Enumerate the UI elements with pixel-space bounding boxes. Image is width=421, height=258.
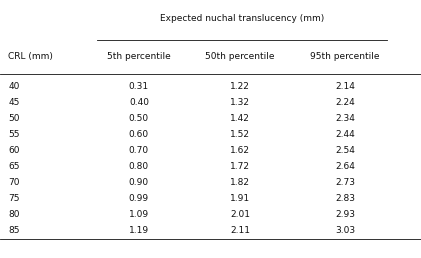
Text: 65: 65 xyxy=(8,162,20,171)
Text: 50th percentile: 50th percentile xyxy=(205,52,275,61)
Text: 1.32: 1.32 xyxy=(230,98,250,107)
Text: 2.93: 2.93 xyxy=(335,210,355,219)
Text: 0.40: 0.40 xyxy=(129,98,149,107)
Text: 3.03: 3.03 xyxy=(335,226,355,235)
Text: 70: 70 xyxy=(8,178,20,187)
Text: CRL (mm): CRL (mm) xyxy=(8,52,53,61)
Text: 95th percentile: 95th percentile xyxy=(310,52,380,61)
Text: 2.34: 2.34 xyxy=(335,114,355,123)
Text: 1.52: 1.52 xyxy=(230,130,250,139)
Text: 0.70: 0.70 xyxy=(129,146,149,155)
Text: 2.01: 2.01 xyxy=(230,210,250,219)
Text: 5th percentile: 5th percentile xyxy=(107,52,171,61)
Text: 55: 55 xyxy=(8,130,20,139)
Text: 2.73: 2.73 xyxy=(335,178,355,187)
Text: 2.24: 2.24 xyxy=(336,98,355,107)
Text: 2.83: 2.83 xyxy=(335,194,355,203)
Text: 45: 45 xyxy=(8,98,20,107)
Text: 0.80: 0.80 xyxy=(129,162,149,171)
Text: 0.60: 0.60 xyxy=(129,130,149,139)
Text: 1.19: 1.19 xyxy=(129,226,149,235)
Text: 2.64: 2.64 xyxy=(335,162,355,171)
Text: 1.82: 1.82 xyxy=(230,178,250,187)
Text: 50: 50 xyxy=(8,114,20,123)
Text: 60: 60 xyxy=(8,146,20,155)
Text: 0.90: 0.90 xyxy=(129,178,149,187)
Text: 1.09: 1.09 xyxy=(129,210,149,219)
Text: 1.62: 1.62 xyxy=(230,146,250,155)
Text: 1.42: 1.42 xyxy=(230,114,250,123)
Text: 80: 80 xyxy=(8,210,20,219)
Text: 1.91: 1.91 xyxy=(230,194,250,203)
Text: 1.72: 1.72 xyxy=(230,162,250,171)
Text: 1.22: 1.22 xyxy=(230,82,250,91)
Text: 2.14: 2.14 xyxy=(335,82,355,91)
Text: 0.50: 0.50 xyxy=(129,114,149,123)
Text: 75: 75 xyxy=(8,194,20,203)
Text: 2.44: 2.44 xyxy=(336,130,355,139)
Text: Expected nuchal translucency (mm): Expected nuchal translucency (mm) xyxy=(160,14,324,22)
Text: 40: 40 xyxy=(8,82,20,91)
Text: 2.54: 2.54 xyxy=(335,146,355,155)
Text: 0.99: 0.99 xyxy=(129,194,149,203)
Text: 85: 85 xyxy=(8,226,20,235)
Text: 0.31: 0.31 xyxy=(129,82,149,91)
Text: 2.11: 2.11 xyxy=(230,226,250,235)
